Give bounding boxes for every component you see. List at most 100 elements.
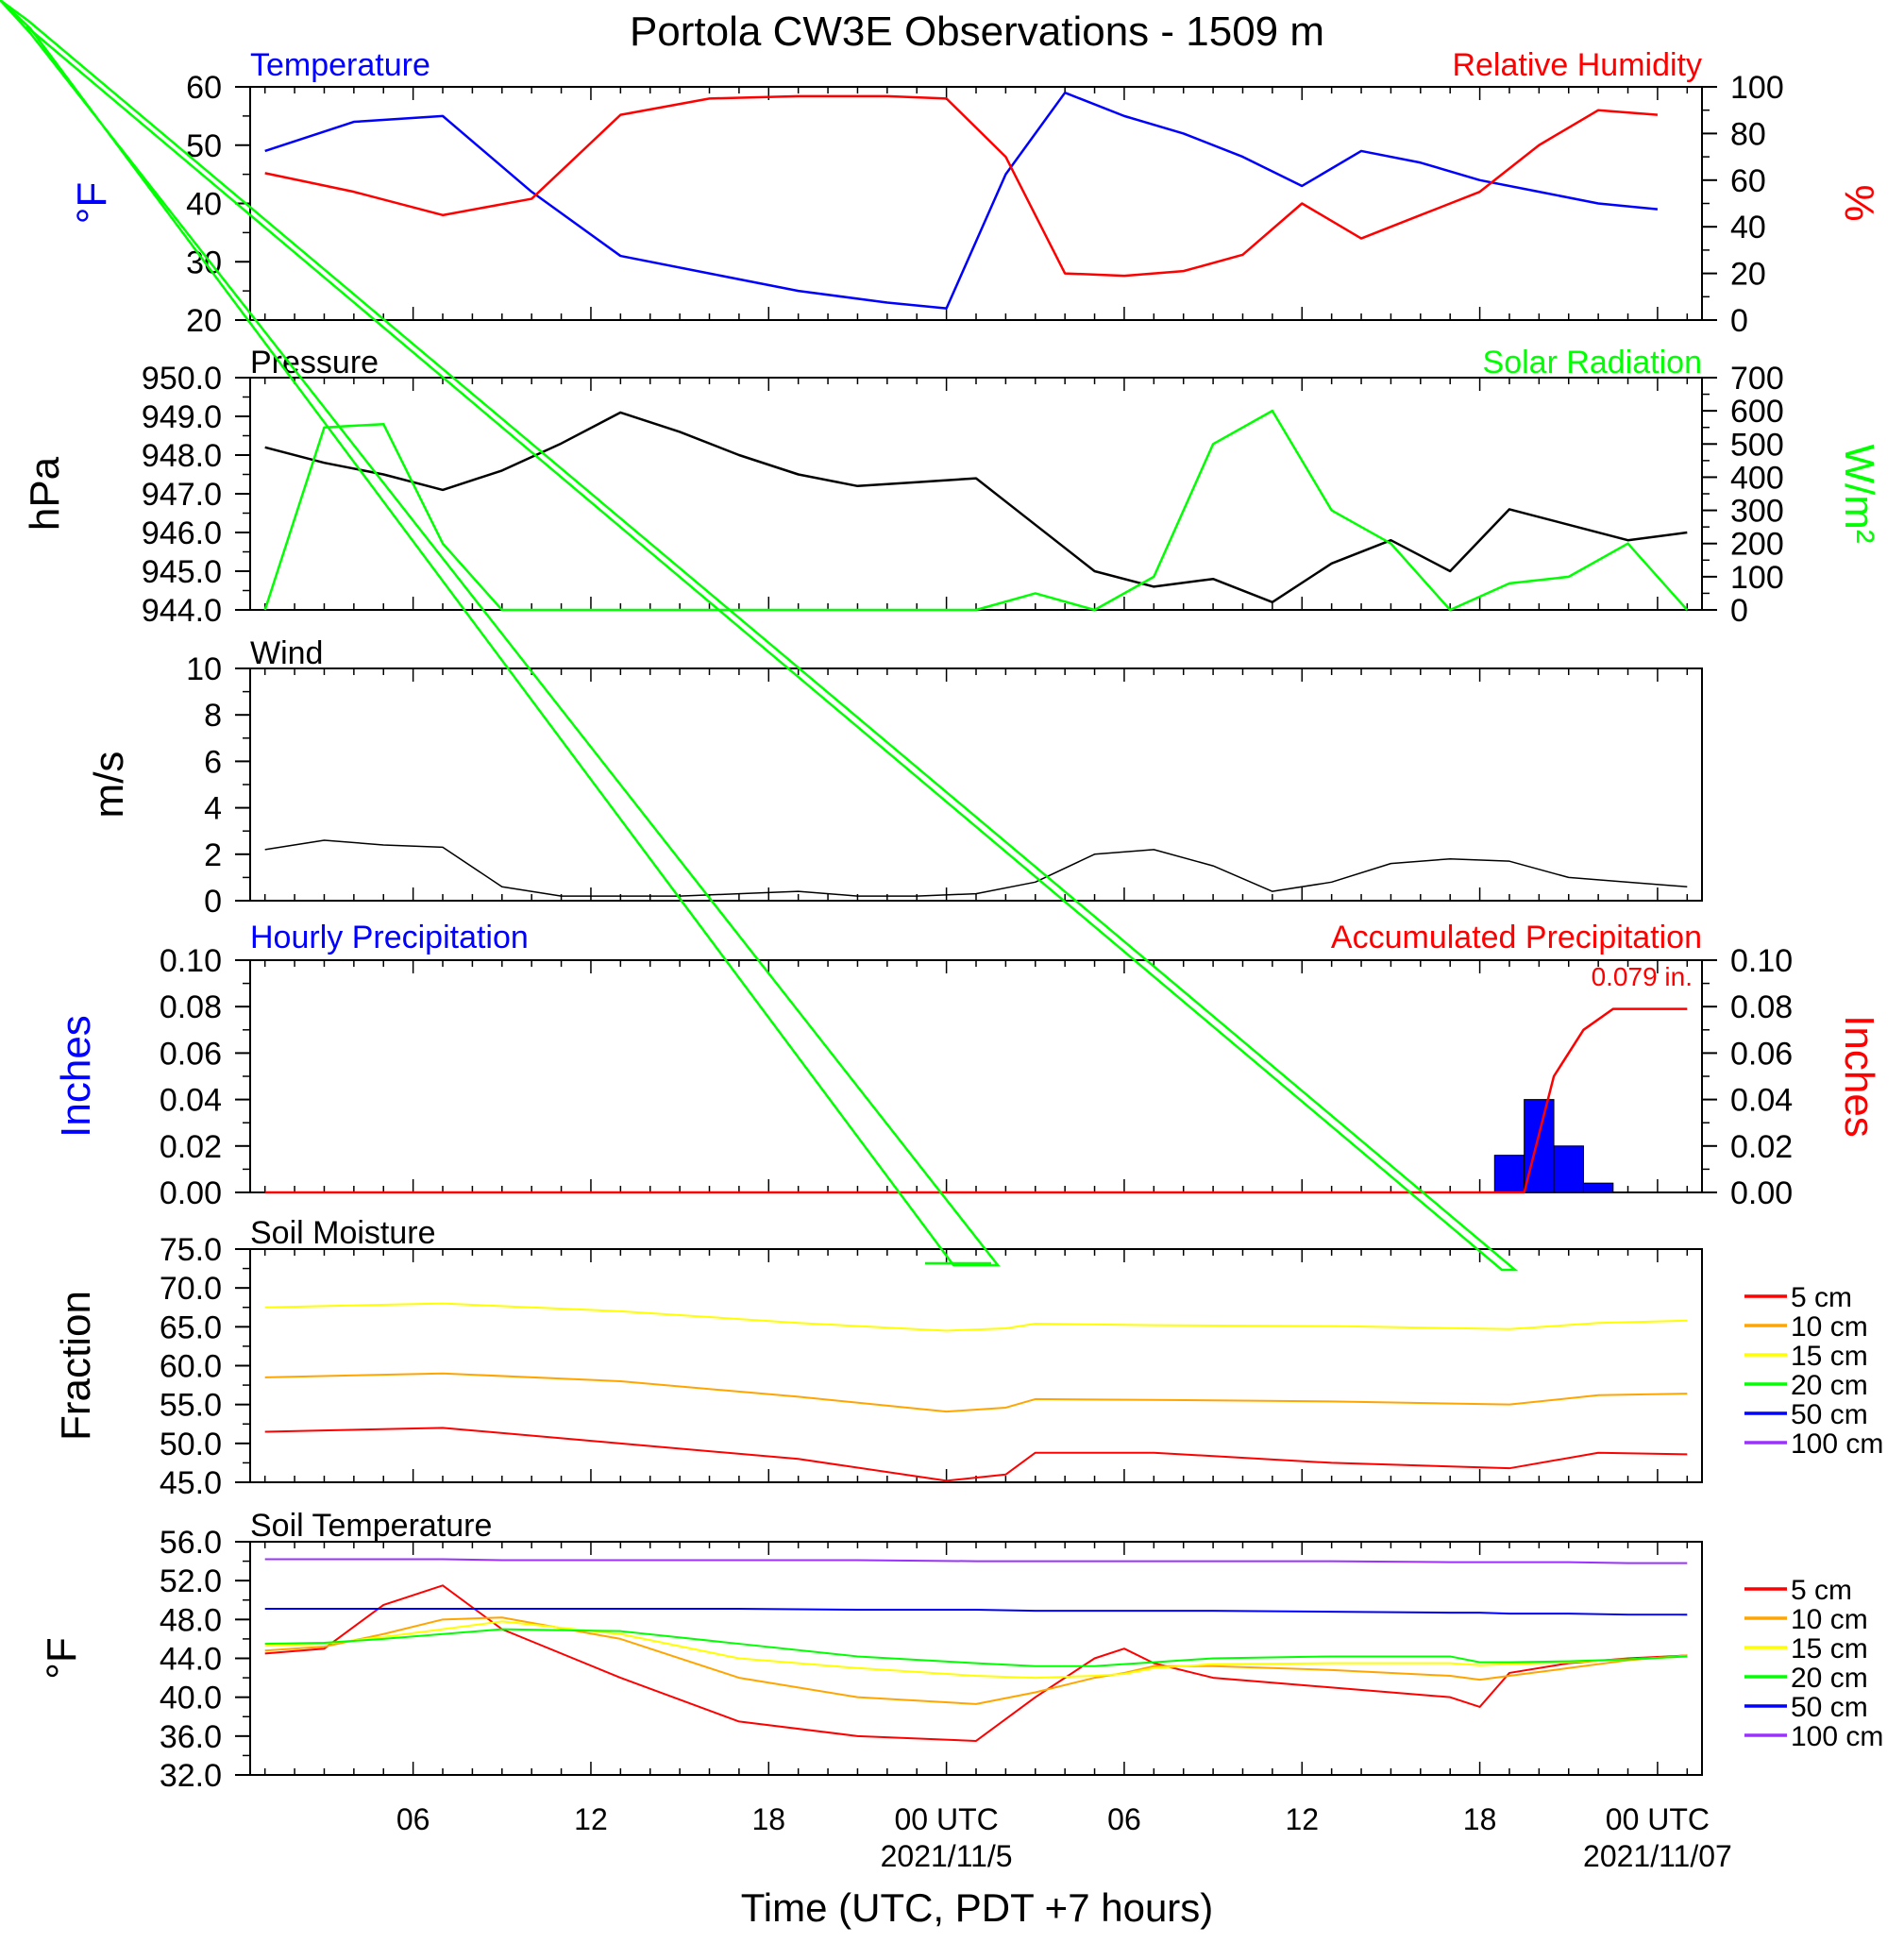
y-tick-label: 10: [186, 651, 222, 687]
y-tick-label: 40.0: [160, 1681, 222, 1716]
green-outline-shape: [0, 0, 1001, 1267]
y-tick-label: 55.0: [160, 1388, 222, 1424]
y-axis-unit-soil-moisture: Fraction: [53, 1291, 99, 1441]
y-tick-label: 0.00: [160, 1175, 222, 1211]
panel-label-wind: Wind: [250, 635, 323, 671]
y-tick-label: 0.06: [1730, 1036, 1793, 1072]
y-tick-label: 0.00: [1730, 1175, 1793, 1211]
y-axis-unit-wind: m/s: [86, 752, 132, 819]
series-soiltemp-50cm: [264, 1608, 1688, 1616]
series-soiltemp-10cm: [264, 1616, 1688, 1705]
precip-bar: [1553, 1145, 1584, 1193]
legend-label: 10 cm: [1791, 1311, 1868, 1343]
y-tick-label: 80: [1730, 116, 1766, 152]
y-axis-unit-solar: W/m²: [1836, 444, 1882, 543]
y-tick-label: 60.0: [160, 1349, 222, 1385]
x-date-label: 2021/11/5: [881, 1839, 1013, 1873]
legend-label: 50 cm: [1791, 1399, 1868, 1430]
x-tick-label: 12: [574, 1802, 608, 1836]
series-accumulated-precipitation: [264, 1007, 1688, 1194]
legend-label: 10 cm: [1791, 1604, 1868, 1635]
y-tick-label: 100: [1730, 560, 1784, 596]
series-moisture-10cm: [264, 1372, 1688, 1413]
y-tick-label: 45.0: [160, 1465, 222, 1501]
x-tick-label: 12: [1285, 1802, 1319, 1836]
y-tick-label: 949.0: [142, 399, 222, 435]
y-tick-label: 60: [1730, 163, 1766, 199]
y-tick-label: 48.0: [160, 1602, 222, 1638]
y-tick-label: 44.0: [160, 1642, 222, 1678]
series-relative-humidity: [264, 94, 1659, 278]
y-tick-label: 6: [204, 744, 222, 780]
legend-label: 20 cm: [1791, 1370, 1868, 1401]
x-tick-label: 06: [1107, 1802, 1141, 1836]
y-tick-label: 500: [1730, 427, 1784, 463]
y-axis-unit-pressure: hPa: [22, 456, 68, 531]
y-tick-label: 946.0: [142, 515, 222, 551]
y-tick-label: 40: [186, 187, 222, 223]
y-tick-label: 0.10: [160, 943, 222, 979]
legend-label: 15 cm: [1791, 1341, 1868, 1372]
x-tick-label: 18: [1463, 1802, 1497, 1836]
plot-frame: [249, 86, 1703, 321]
y-tick-label: 950.0: [142, 361, 222, 397]
y-tick-label: 56.0: [160, 1525, 222, 1561]
green-outline-shape: [0, 0, 1519, 1272]
panel-label-temperature: Temperature: [250, 47, 430, 83]
y-tick-label: 0: [1730, 593, 1748, 629]
y-tick-label: 4: [204, 791, 222, 827]
y-tick-label: 70.0: [160, 1271, 222, 1307]
y-tick-label: 0.06: [160, 1036, 222, 1072]
plot-frame: [249, 667, 1703, 902]
y-tick-label: 0.04: [160, 1083, 222, 1119]
y-tick-label: 0.08: [160, 989, 222, 1025]
series-soiltemp-15cm: [264, 1620, 1688, 1680]
y-tick-label: 944.0: [142, 593, 222, 629]
x-tick-label: 06: [396, 1802, 430, 1836]
x-tick-label: 18: [751, 1802, 785, 1836]
y-tick-label: 2: [204, 837, 222, 873]
legend-label: 50 cm: [1791, 1692, 1868, 1723]
panel-label-solar: Solar Radiation: [1483, 345, 1702, 380]
y-tick-label: 600: [1730, 394, 1784, 430]
panel-label-accum-precip: Accumulated Precipitation: [1331, 920, 1702, 955]
y-tick-label: 8: [204, 698, 222, 734]
legend-label: 100 cm: [1791, 1721, 1883, 1752]
series-pressure: [264, 411, 1688, 604]
y-tick-label: 948.0: [142, 438, 222, 474]
y-tick-label: 40: [1730, 210, 1766, 245]
x-date-label: 2021/11/07: [1583, 1839, 1732, 1873]
y-tick-label: 0.02: [1730, 1129, 1793, 1165]
legend-label: 5 cm: [1791, 1282, 1852, 1313]
y-tick-label: 0: [204, 884, 222, 920]
x-tick-label: 00 UTC: [894, 1802, 998, 1836]
series-solar-radiation: [263, 409, 1689, 612]
y-tick-label: 0.08: [1730, 989, 1793, 1025]
y-tick-label: 0.10: [1730, 943, 1793, 979]
series-soiltemp-5cm: [264, 1584, 1688, 1742]
plot-frame: [249, 959, 1703, 1193]
y-tick-label: 32.0: [160, 1758, 222, 1794]
y-tick-label: 400: [1730, 460, 1784, 496]
x-axis-label: Time (UTC, PDT +7 hours): [741, 1885, 1214, 1930]
panel-label-soil-temperature: Soil Temperature: [250, 1508, 492, 1544]
series-soiltemp-20cm: [264, 1628, 1688, 1667]
y-tick-label: 300: [1730, 494, 1784, 530]
legend-label: 20 cm: [1791, 1663, 1868, 1694]
chart-title: Portola CW3E Observations - 1509 m: [630, 8, 1324, 55]
precip-bar: [1582, 1182, 1614, 1193]
y-tick-label: 0: [1730, 303, 1748, 339]
series-soiltemp-100cm: [264, 1558, 1688, 1564]
y-axis-unit-temperature: °F: [69, 182, 115, 224]
panel-label-humidity: Relative Humidity: [1452, 47, 1702, 83]
y-tick-label: 20: [1730, 257, 1766, 293]
x-tick-label: 00 UTC: [1606, 1802, 1710, 1836]
legend-label: 5 cm: [1791, 1575, 1852, 1606]
panel-label-soil-moisture: Soil Moisture: [250, 1215, 436, 1251]
precip-total-annotation: 0.079 in.: [1592, 962, 1693, 991]
y-tick-label: 700: [1730, 361, 1784, 397]
y-axis-unit-accum-precip: Inches: [1836, 1015, 1882, 1138]
panel-label-hourly-precip: Hourly Precipitation: [250, 920, 529, 955]
y-tick-label: 52.0: [160, 1563, 222, 1599]
